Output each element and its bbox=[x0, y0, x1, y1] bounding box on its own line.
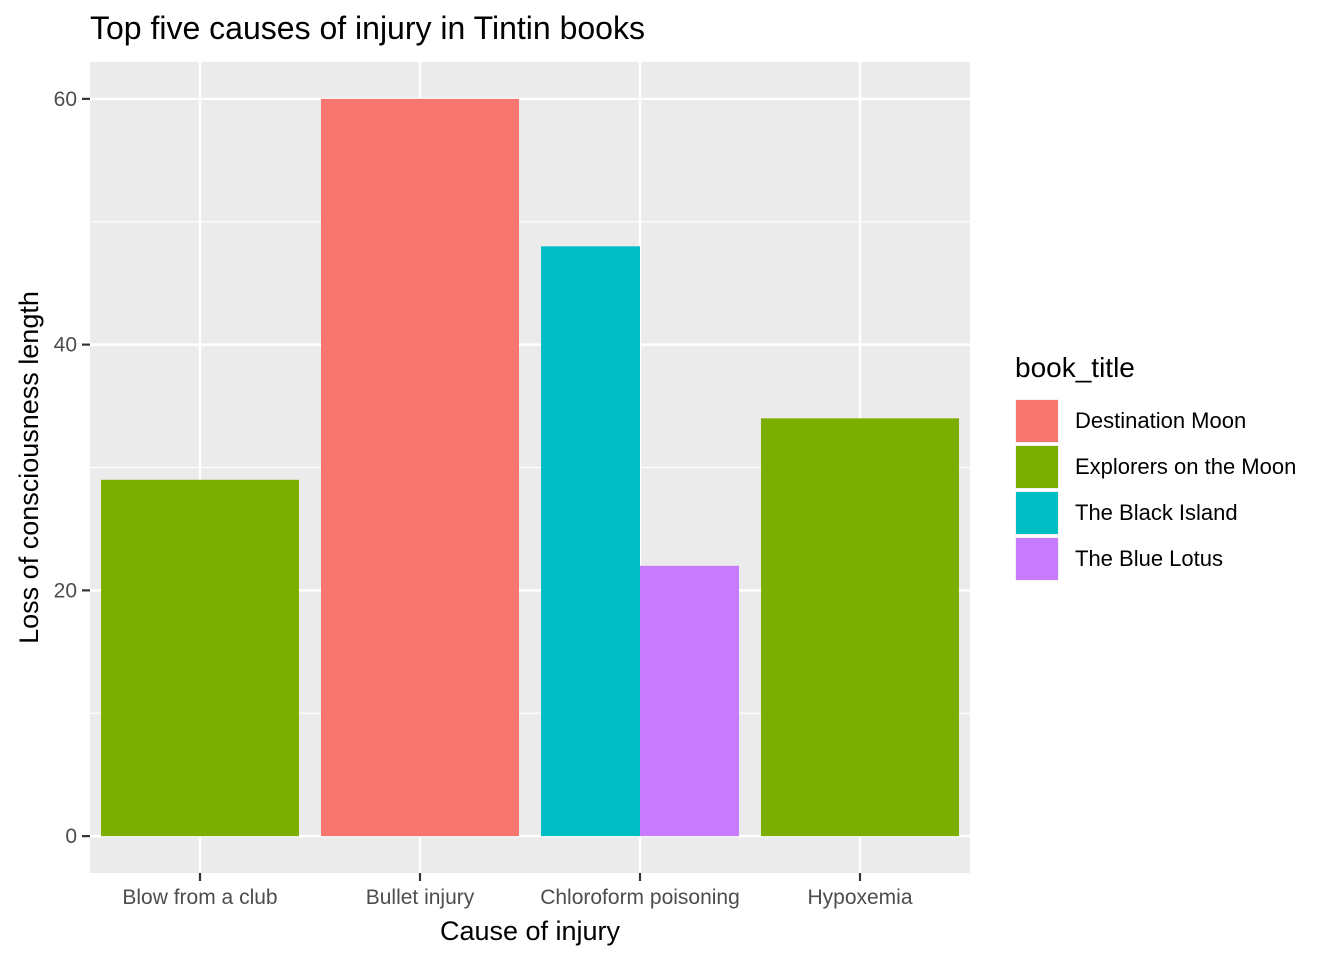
x-tick-label: Blow from a club bbox=[122, 886, 277, 909]
legend-title: book_title bbox=[1015, 352, 1135, 383]
legend-item-the-blue-lotus: The Blue Lotus bbox=[1015, 536, 1296, 582]
legend-label: The Blue Lotus bbox=[1075, 546, 1223, 571]
y-tick-label: 60 bbox=[54, 88, 77, 111]
bar-chloroform-poisoning-the-black-island bbox=[541, 246, 640, 837]
legend: book_title Destination Moon Explorers on… bbox=[1015, 352, 1296, 582]
y-tick-label: 20 bbox=[54, 579, 77, 602]
chart-title: Top five causes of injury in Tintin book… bbox=[90, 10, 645, 46]
x-tick-label: Chloroform poisoning bbox=[540, 886, 740, 909]
legend-key bbox=[1015, 399, 1059, 443]
legend-label: Explorers on the Moon bbox=[1075, 454, 1297, 479]
legend-item-explorers-on-the-moon: Explorers on the Moon bbox=[1015, 444, 1296, 490]
bar-blow-from-a-club-explorers-on-the-moon bbox=[101, 479, 299, 837]
legend-key bbox=[1015, 445, 1059, 489]
legend-item-the-black-island: The Black Island bbox=[1015, 490, 1296, 536]
legend-key bbox=[1015, 491, 1059, 535]
x-tick-label: Bullet injury bbox=[366, 886, 475, 909]
bar-hypoxemia-explorers-on-the-moon bbox=[761, 418, 959, 837]
legend-label: The Black Island bbox=[1075, 500, 1238, 525]
x-axis-label: Cause of injury bbox=[440, 916, 621, 946]
legend-item-destination-moon: Destination Moon bbox=[1015, 398, 1296, 444]
x-tick-label: Hypoxemia bbox=[807, 886, 912, 909]
y-tick-label: 0 bbox=[65, 825, 77, 848]
y-axis-label: Loss of consciousness length bbox=[14, 291, 44, 644]
legend-label: Destination Moon bbox=[1075, 408, 1247, 433]
legend-key bbox=[1015, 537, 1059, 581]
bar-chloroform-poisoning-the-blue-lotus bbox=[640, 565, 739, 837]
y-tick-label: 40 bbox=[54, 334, 77, 357]
bar-bullet-injury-destination-moon bbox=[321, 98, 519, 837]
